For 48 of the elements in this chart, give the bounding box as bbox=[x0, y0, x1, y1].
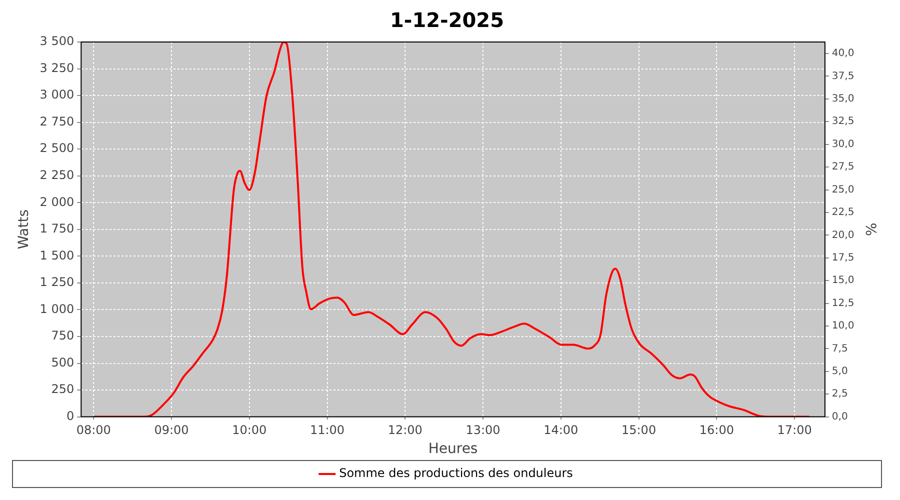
y2-tick-label: 2,5 bbox=[832, 388, 848, 400]
y2-tick-label: 7,5 bbox=[832, 343, 848, 354]
y2-tick-label: 22,5 bbox=[832, 207, 854, 218]
y2-tick-label: 10,0 bbox=[832, 320, 854, 332]
x-tick-label: 17:00 bbox=[777, 423, 812, 438]
y-tick-label: 3 250 bbox=[40, 60, 74, 75]
x-tick-label: 09:00 bbox=[154, 423, 189, 438]
y-tick-label: 2 750 bbox=[40, 114, 74, 128]
y-tick-label: 1 500 bbox=[40, 248, 74, 262]
y2-tick-label: 35,0 bbox=[832, 94, 854, 105]
y2-tick-label: 27,5 bbox=[832, 162, 854, 173]
x-tick-label: 14:00 bbox=[544, 423, 578, 438]
y2-tick-label: 17,5 bbox=[832, 252, 854, 264]
x-tick-label: 16:00 bbox=[699, 423, 734, 438]
y2-tick-label: 25,0 bbox=[832, 184, 854, 196]
chart-title: 1-12-2025 bbox=[390, 8, 504, 32]
y2-tick-label: 37,5 bbox=[832, 70, 854, 82]
x-tick-label: 15:00 bbox=[622, 423, 656, 438]
x-tick-label: 10:00 bbox=[232, 423, 267, 438]
line-series bbox=[92, 42, 810, 417]
y-axis-title: Watts bbox=[16, 209, 32, 250]
y2-tick-label: 15,0 bbox=[832, 275, 854, 286]
x-tick-label: 13:00 bbox=[466, 423, 500, 438]
y2-tick-label: 12,5 bbox=[832, 298, 854, 309]
y-tick-label: 500 bbox=[51, 355, 74, 370]
y-tick-label: 1 250 bbox=[40, 275, 74, 290]
y2-tick-label: 30,0 bbox=[832, 138, 854, 150]
y2-tick-label: 32,5 bbox=[832, 116, 854, 128]
y-tick-label: 2 500 bbox=[40, 141, 74, 156]
y-tick-label: 1 000 bbox=[40, 302, 74, 316]
x-tick-label: 11:00 bbox=[310, 423, 345, 438]
y-tick-label: 3 500 bbox=[40, 34, 74, 48]
legend-label: Somme des productions des onduleurs bbox=[339, 466, 573, 480]
y-tick-label: 3 000 bbox=[40, 88, 74, 102]
y-tick-label: 750 bbox=[51, 328, 74, 343]
y-tick-label: 2 000 bbox=[40, 194, 74, 209]
y-tick-label: 1 750 bbox=[40, 222, 74, 236]
x-tick-label: 08:00 bbox=[76, 423, 111, 438]
x-tick-label: 12:00 bbox=[388, 423, 422, 438]
y-tick-label: 2 250 bbox=[40, 168, 74, 182]
y2-tick-label: 5,0 bbox=[832, 366, 848, 377]
y2-tick-label: 40,0 bbox=[832, 48, 854, 60]
y2-tick-label: 20,0 bbox=[832, 230, 854, 241]
y-tick-label: 0 bbox=[66, 408, 74, 423]
y2-tick-label: 0,0 bbox=[832, 411, 848, 422]
y2-axis-title: % bbox=[862, 222, 878, 236]
y-tick-label: 250 bbox=[51, 382, 74, 396]
x-axis-title: Heures bbox=[428, 441, 478, 458]
